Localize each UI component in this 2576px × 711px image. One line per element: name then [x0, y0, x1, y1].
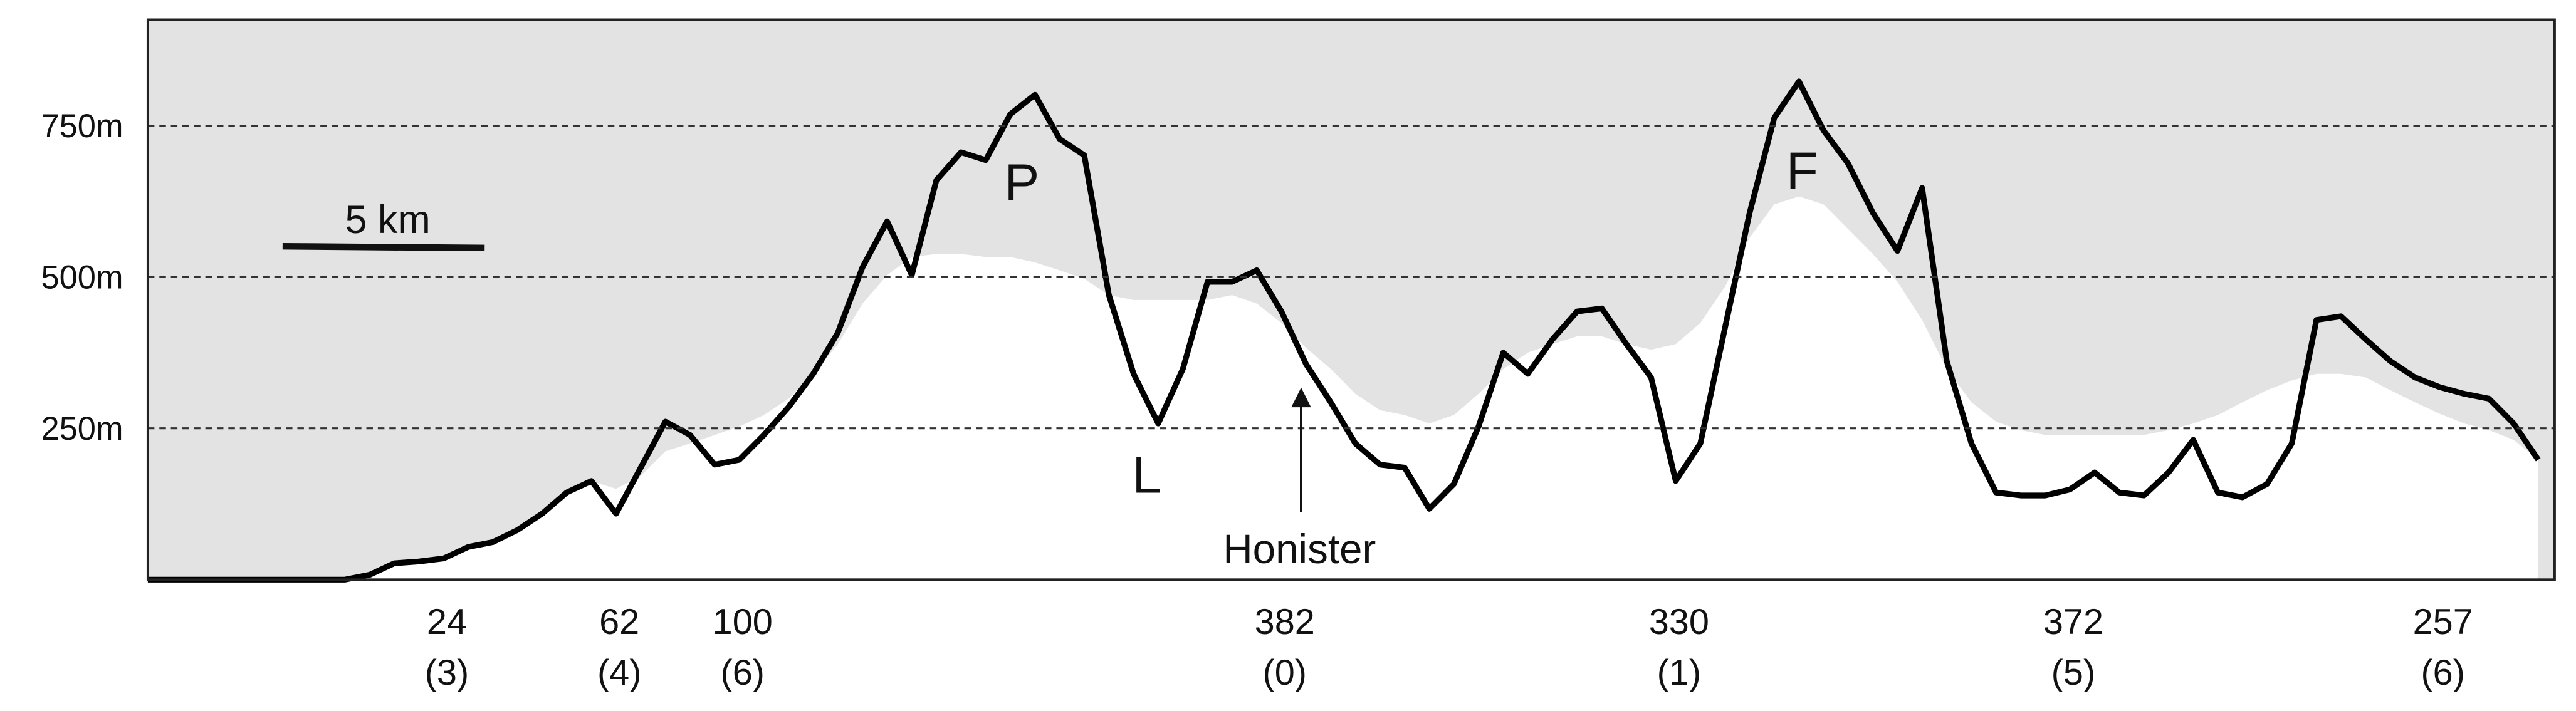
x-tick-label: 257 [2413, 602, 2473, 642]
annotation: P [1004, 153, 1039, 212]
annotation: F [1786, 141, 1818, 200]
x-tick-label: 372 [2043, 602, 2103, 642]
x-tick-sublabel: (6) [2421, 653, 2464, 693]
x-tick-label: 100 [713, 602, 773, 642]
x-tick-label: 62 [599, 602, 639, 642]
x-tick-sublabel: (4) [597, 653, 641, 693]
elevation-line [147, 78, 2541, 583]
x-tick-sublabel: (5) [2051, 653, 2095, 693]
x-tick-sublabel: (3) [425, 653, 469, 693]
annotation-arrowhead [1291, 387, 1311, 408]
x-tick-sublabel: (0) [1263, 653, 1307, 693]
x-tick-sublabel: (1) [1657, 653, 1701, 693]
y-tick-label: 750m [41, 108, 123, 145]
y-tick-label: 250m [41, 411, 123, 447]
x-tick-sublabel: (6) [721, 653, 765, 693]
marks [147, 78, 2555, 583]
annotation: Honister [1223, 526, 1376, 572]
x-tick-label: 24 [427, 602, 467, 642]
plot-frame [146, 18, 2556, 581]
scale-label: 5 km [345, 198, 430, 242]
area [147, 196, 2538, 580]
scale-bar [282, 242, 485, 252]
x-tick-label: 382 [1255, 602, 1315, 642]
x-tick-label: 330 [1649, 602, 1709, 642]
annotation: L [1132, 445, 1161, 504]
y-tick-label: 500m [41, 259, 123, 296]
